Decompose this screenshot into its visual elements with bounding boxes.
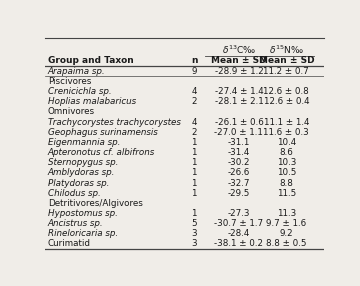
Text: 12.6 ± 0.4: 12.6 ± 0.4 <box>264 97 309 106</box>
Text: Platydoras sp.: Platydoras sp. <box>48 178 109 188</box>
Text: Omnivores: Omnivores <box>48 108 95 116</box>
Text: Trachycorystes trachycorystes: Trachycorystes trachycorystes <box>48 118 181 127</box>
Text: 8.8: 8.8 <box>279 178 293 188</box>
Text: Mean ± SD: Mean ± SD <box>211 56 267 65</box>
Text: 10.4: 10.4 <box>277 138 296 147</box>
Text: 11.5: 11.5 <box>277 189 296 198</box>
Text: Detritivores/Algivores: Detritivores/Algivores <box>48 199 143 208</box>
Text: Curimatid: Curimatid <box>48 239 91 249</box>
Text: 9.2: 9.2 <box>279 229 293 238</box>
Text: 11.6 ± 0.3: 11.6 ± 0.3 <box>264 128 309 137</box>
Text: 1: 1 <box>192 189 197 198</box>
Text: Piscivores: Piscivores <box>48 77 91 86</box>
Text: Crenicichla sp.: Crenicichla sp. <box>48 87 111 96</box>
Text: 11.2 ± 0.7: 11.2 ± 0.7 <box>264 67 309 76</box>
Text: 2: 2 <box>192 128 197 137</box>
Text: Rineloricaria sp.: Rineloricaria sp. <box>48 229 118 238</box>
Text: -30.7 ± 1.7: -30.7 ± 1.7 <box>214 219 264 228</box>
Text: 1: 1 <box>192 148 197 157</box>
Text: -28.9 ± 1.2: -28.9 ± 1.2 <box>215 67 263 76</box>
Text: -31.1: -31.1 <box>228 138 250 147</box>
Text: -30.2: -30.2 <box>228 158 250 167</box>
Text: Mean ± SD: Mean ± SD <box>258 56 314 65</box>
Text: -26.6: -26.6 <box>228 168 250 177</box>
Text: 10.3: 10.3 <box>276 158 296 167</box>
Text: Amblydoras sp.: Amblydoras sp. <box>48 168 115 177</box>
Text: 3: 3 <box>192 229 197 238</box>
Text: -28.4: -28.4 <box>228 229 250 238</box>
Text: 5: 5 <box>192 219 197 228</box>
Text: Ancistrus sp.: Ancistrus sp. <box>48 219 103 228</box>
Text: -28.1 ± 2.1: -28.1 ± 2.1 <box>215 97 263 106</box>
Text: 1: 1 <box>192 138 197 147</box>
Text: Geophagus surinamensis: Geophagus surinamensis <box>48 128 158 137</box>
Text: -32.7: -32.7 <box>228 178 250 188</box>
Text: -31.4: -31.4 <box>228 148 250 157</box>
Text: 10.5: 10.5 <box>276 168 296 177</box>
Text: 1: 1 <box>192 158 197 167</box>
Text: 11.3: 11.3 <box>277 209 296 218</box>
Text: $\delta^{13}$C‰: $\delta^{13}$C‰ <box>222 43 256 56</box>
Text: 8.6: 8.6 <box>279 148 293 157</box>
Text: 4: 4 <box>192 87 197 96</box>
Text: 11.1 ± 1.4: 11.1 ± 1.4 <box>264 118 309 127</box>
Text: 1: 1 <box>192 209 197 218</box>
Text: n: n <box>191 56 198 65</box>
Text: Hypostomus sp.: Hypostomus sp. <box>48 209 118 218</box>
Text: -27.0 ± 1.1: -27.0 ± 1.1 <box>215 128 264 137</box>
Text: 1: 1 <box>192 178 197 188</box>
Text: -27.3: -27.3 <box>228 209 250 218</box>
Text: 9: 9 <box>192 67 197 76</box>
Text: 1: 1 <box>192 168 197 177</box>
Text: -29.5: -29.5 <box>228 189 250 198</box>
Text: Group and Taxon: Group and Taxon <box>48 56 134 65</box>
Text: 2: 2 <box>192 97 197 106</box>
Text: -26.1 ± 0.6: -26.1 ± 0.6 <box>215 118 263 127</box>
Text: Sternopygus sp.: Sternopygus sp. <box>48 158 118 167</box>
Text: 3: 3 <box>192 239 197 249</box>
Text: -38.1 ± 0.2: -38.1 ± 0.2 <box>215 239 264 249</box>
Text: Chilodus sp.: Chilodus sp. <box>48 189 100 198</box>
Text: Eigenmannia sp.: Eigenmannia sp. <box>48 138 120 147</box>
Text: 12.6 ± 0.8: 12.6 ± 0.8 <box>264 87 309 96</box>
Text: 4: 4 <box>192 118 197 127</box>
Text: -27.4 ± 1.4: -27.4 ± 1.4 <box>215 87 263 96</box>
Text: Hoplias malabaricus: Hoplias malabaricus <box>48 97 136 106</box>
Text: 8.8 ± 0.5: 8.8 ± 0.5 <box>266 239 307 249</box>
Text: Apteronotus cf. albifrons: Apteronotus cf. albifrons <box>48 148 155 157</box>
Text: $\delta^{15}$N‰: $\delta^{15}$N‰ <box>269 43 304 56</box>
Text: 9.7 ± 1.6: 9.7 ± 1.6 <box>266 219 306 228</box>
Text: Arapaima sp.: Arapaima sp. <box>48 67 105 76</box>
